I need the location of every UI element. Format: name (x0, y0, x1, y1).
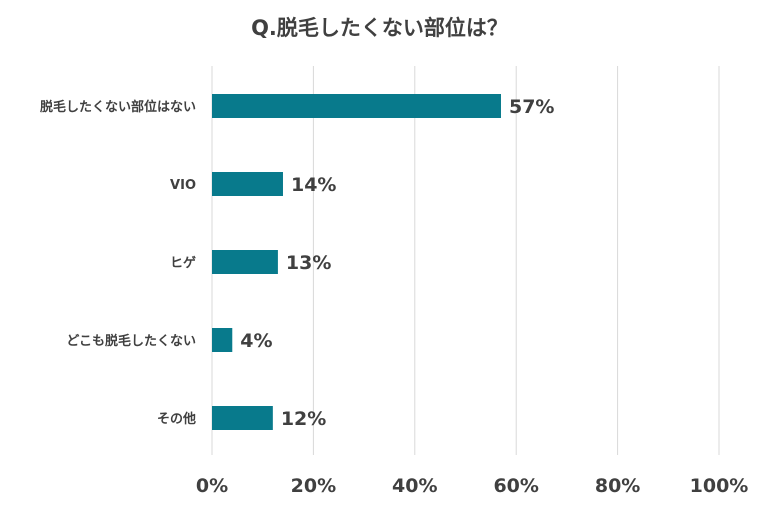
category-label-5: その他 (157, 411, 196, 427)
bar-2 (212, 172, 283, 196)
x-tick-label-20: 20% (291, 475, 336, 497)
value-label-2: 14% (291, 174, 336, 196)
value-label-4: 4% (240, 330, 272, 352)
bar-5 (212, 406, 273, 430)
labels: 0% 20% 40% 60% 80% 100% 脱毛したくない部位はない 57% VIO 14% ヒ… (40, 96, 748, 497)
gridlines (211, 66, 720, 455)
chart-title: Q.脱毛したくない部位は？ (251, 16, 508, 40)
category-label-3: ヒゲ (170, 255, 196, 271)
x-tick-label-0: 0% (196, 475, 228, 497)
value-label-3: 13% (286, 252, 331, 274)
bar-1 (212, 94, 501, 118)
x-tick-label-40: 40% (392, 475, 437, 497)
category-label-4: どこも脱毛したくない (66, 333, 196, 349)
category-label-1: 脱毛したくない部位はない (40, 99, 196, 115)
bar-3 (212, 250, 278, 274)
x-tick-label-60: 60% (493, 475, 538, 497)
bar-4 (212, 328, 233, 352)
value-label-1: 57% (509, 96, 554, 118)
x-tick-label-80: 80% (595, 475, 640, 497)
value-label-5: 12% (281, 408, 326, 430)
x-tick-label-100: 100% (690, 475, 749, 497)
bars (212, 94, 501, 430)
category-label-2: VIO (170, 178, 196, 193)
